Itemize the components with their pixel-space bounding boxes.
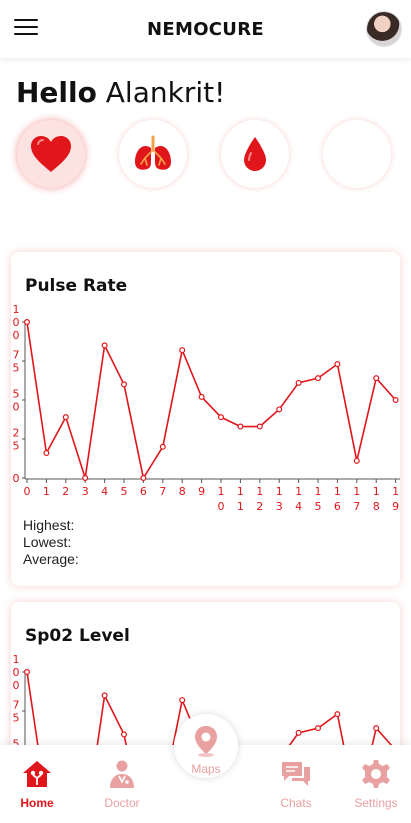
card-title: Sp02 Level <box>25 626 130 646</box>
lungs-icon <box>135 135 171 170</box>
doctor-icon <box>110 760 134 788</box>
data-point <box>101 342 108 349</box>
metric-lungs-button[interactable] <box>119 120 187 188</box>
data-point <box>295 379 302 386</box>
nav-maps-fab[interactable]: Maps <box>174 714 238 778</box>
data-point <box>101 692 108 699</box>
avatar[interactable] <box>367 12 401 46</box>
x-tick-label: 7 <box>159 485 166 498</box>
nav-home-label: Home <box>20 796 54 810</box>
data-point <box>24 668 31 675</box>
nav-settings-label: Settings <box>354 796 398 810</box>
nav-chats-label: Chats <box>280 796 312 810</box>
stat-average: Average: <box>23 551 79 567</box>
x-tick-label: 1 <box>43 485 50 498</box>
data-point <box>140 475 147 482</box>
greeting: Hello Alankrit! <box>16 76 225 109</box>
nav-doctor-label: Doctor <box>104 796 140 810</box>
data-point <box>237 423 244 430</box>
data-point <box>392 397 399 404</box>
data-point <box>179 697 186 704</box>
stat-highest: Highest: <box>23 517 75 533</box>
greeting-user-name: Alankrit! <box>96 76 226 109</box>
data-point <box>295 729 302 736</box>
data-point <box>276 406 283 413</box>
pulse-stats: Highest: Lowest: Average: <box>23 517 79 568</box>
x-tick-label: 6 <box>140 485 147 498</box>
data-point <box>198 393 205 400</box>
nav-home[interactable]: Home <box>0 759 77 810</box>
series-line <box>26 321 397 481</box>
data-point <box>43 450 50 457</box>
metric-blood-button[interactable] <box>221 120 289 188</box>
data-point <box>334 361 341 368</box>
top-app-bar: NEMOCURE <box>0 0 411 58</box>
x-tick-label: 4 <box>101 485 108 498</box>
y-tick-label: 0 <box>13 472 20 485</box>
card-title: Pulse Rate <box>25 276 128 296</box>
nav-settings[interactable]: Settings <box>336 759 411 810</box>
data-point <box>315 725 322 732</box>
blood-drop-icon <box>244 137 266 171</box>
pulse-rate-chart: 02 55 07 51 0 00 1 2 3 4 5 6 7 8 9 1 01 11 21 31 41 51 61 71 81 9 <box>13 303 400 513</box>
data-point <box>120 381 127 388</box>
menu-icon[interactable] <box>14 19 38 39</box>
data-point <box>373 725 380 732</box>
metric-heart-button[interactable] <box>17 120 85 188</box>
x-tick-label: 0 <box>24 485 31 498</box>
data-point <box>62 414 69 421</box>
home-icon <box>23 761 51 787</box>
nav-maps-label: Maps <box>191 762 221 776</box>
data-point <box>159 443 166 450</box>
x-tick-label: 3 <box>82 485 89 498</box>
data-point <box>24 318 31 325</box>
data-point <box>256 423 263 430</box>
data-point <box>353 457 360 464</box>
stat-lowest: Lowest: <box>23 534 72 550</box>
heart-icon <box>31 136 71 172</box>
data-point <box>218 414 225 421</box>
chats-icon <box>282 762 310 786</box>
data-point <box>373 375 380 382</box>
x-tick-label: 2 <box>62 485 69 498</box>
map-pin-icon <box>195 726 217 757</box>
x-tick-label: 9 <box>198 485 205 498</box>
nav-doctor[interactable]: Doctor <box>82 759 162 810</box>
x-tick-label: 5 <box>121 485 128 498</box>
gear-icon <box>362 760 390 788</box>
nav-chats[interactable]: Chats <box>256 759 336 810</box>
metric-empty-button[interactable] <box>323 120 391 188</box>
data-point <box>179 347 186 354</box>
data-point <box>315 375 322 382</box>
greeting-hello: Hello <box>16 76 97 109</box>
data-point <box>82 475 89 482</box>
data-point <box>334 711 341 718</box>
app-title: NEMOCURE <box>147 19 264 40</box>
data-point <box>120 731 127 738</box>
x-tick-label: 8 <box>179 485 186 498</box>
